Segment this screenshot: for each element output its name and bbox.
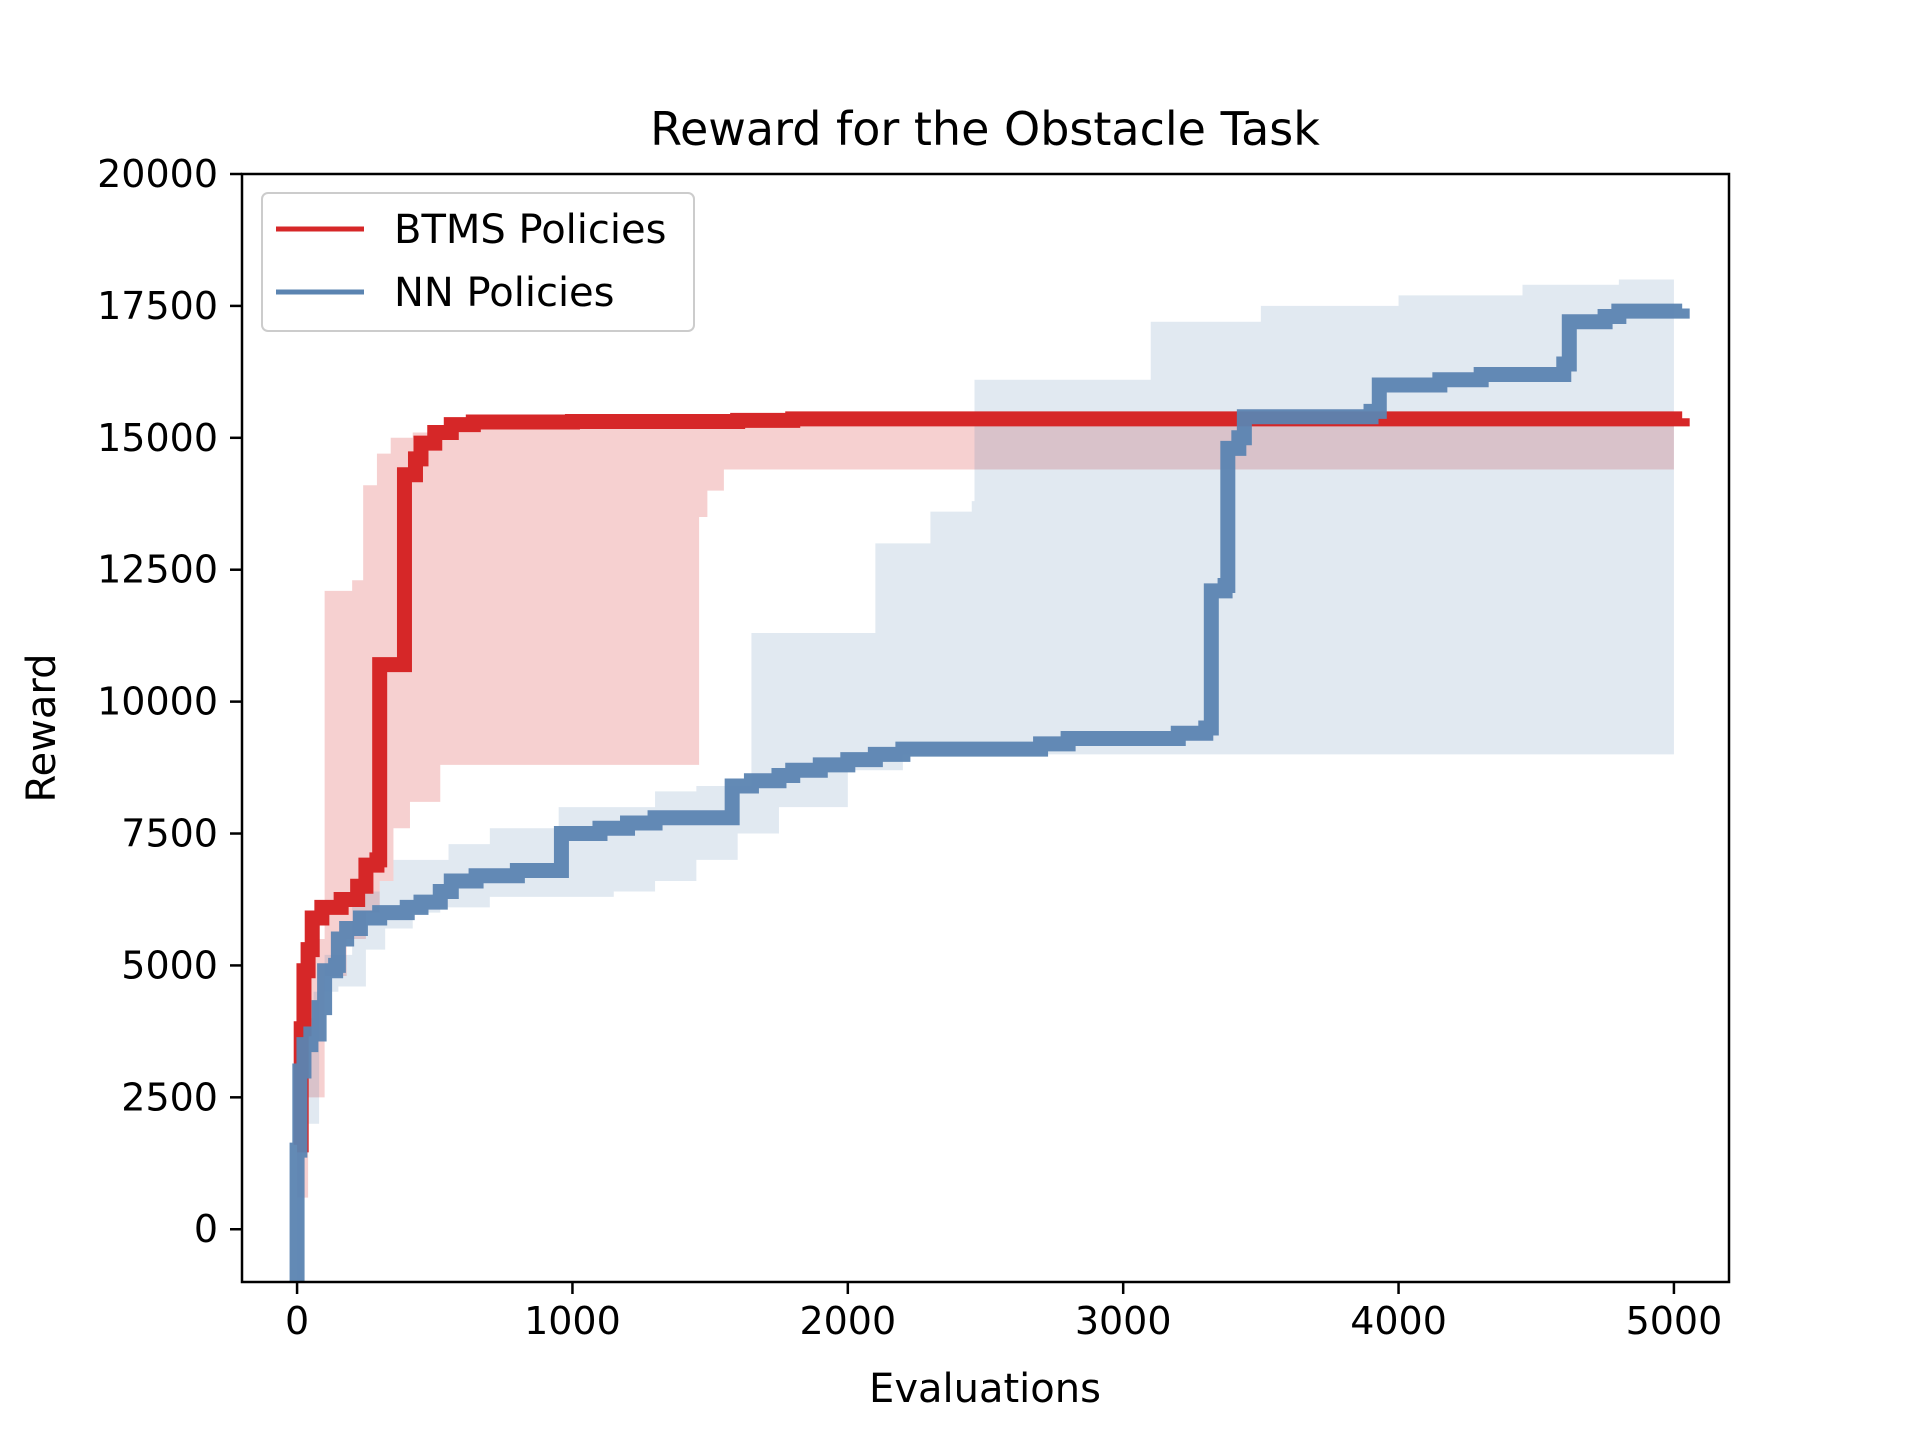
series-line-btms: [293, 411, 1690, 1153]
chart-title: Reward for the Obstacle Task: [650, 102, 1320, 156]
x-tick-label: 2000: [799, 1299, 896, 1343]
y-tick-label: 2500: [121, 1075, 218, 1119]
legend-label-btms: BTMS Policies: [394, 207, 666, 253]
y-tick-label: 15000: [97, 416, 218, 460]
y-axis-title: Reward: [19, 654, 65, 803]
y-tick-label: 10000: [97, 680, 218, 724]
x-axis: 0 1000 2000 3000 4000 5000: [285, 1282, 1722, 1343]
y-tick-label: 0: [194, 1207, 218, 1251]
y-axis: 0 2500 5000 7500 10000 12500 15000 17500 20000: [97, 152, 242, 1251]
series-line-nn: [289, 303, 1690, 1282]
x-tick-label: 4000: [1350, 1299, 1447, 1343]
confidence-bands: [297, 279, 1674, 1282]
y-tick-label: 5000: [121, 943, 218, 987]
x-axis-title: Evaluations: [869, 1366, 1101, 1412]
x-tick-label: 5000: [1626, 1299, 1723, 1343]
y-tick-label: 7500: [121, 812, 218, 856]
legend: BTMS Policies NN Policies: [261, 192, 695, 332]
series-lines: [289, 303, 1690, 1282]
y-tick-label: 20000: [97, 152, 218, 196]
plot-frame: [240, 172, 1731, 1284]
x-tick-label: 3000: [1075, 1299, 1172, 1343]
band-btms: [297, 421, 1674, 1198]
x-tick-label: 1000: [524, 1299, 621, 1343]
legend-label-nn: NN Policies: [394, 270, 615, 316]
x-tick-label: 0: [285, 1299, 309, 1343]
legend-box: [261, 192, 695, 332]
y-tick-label: 17500: [97, 284, 218, 328]
y-tick-label: 12500: [97, 548, 218, 592]
band-nn: [297, 279, 1674, 1282]
